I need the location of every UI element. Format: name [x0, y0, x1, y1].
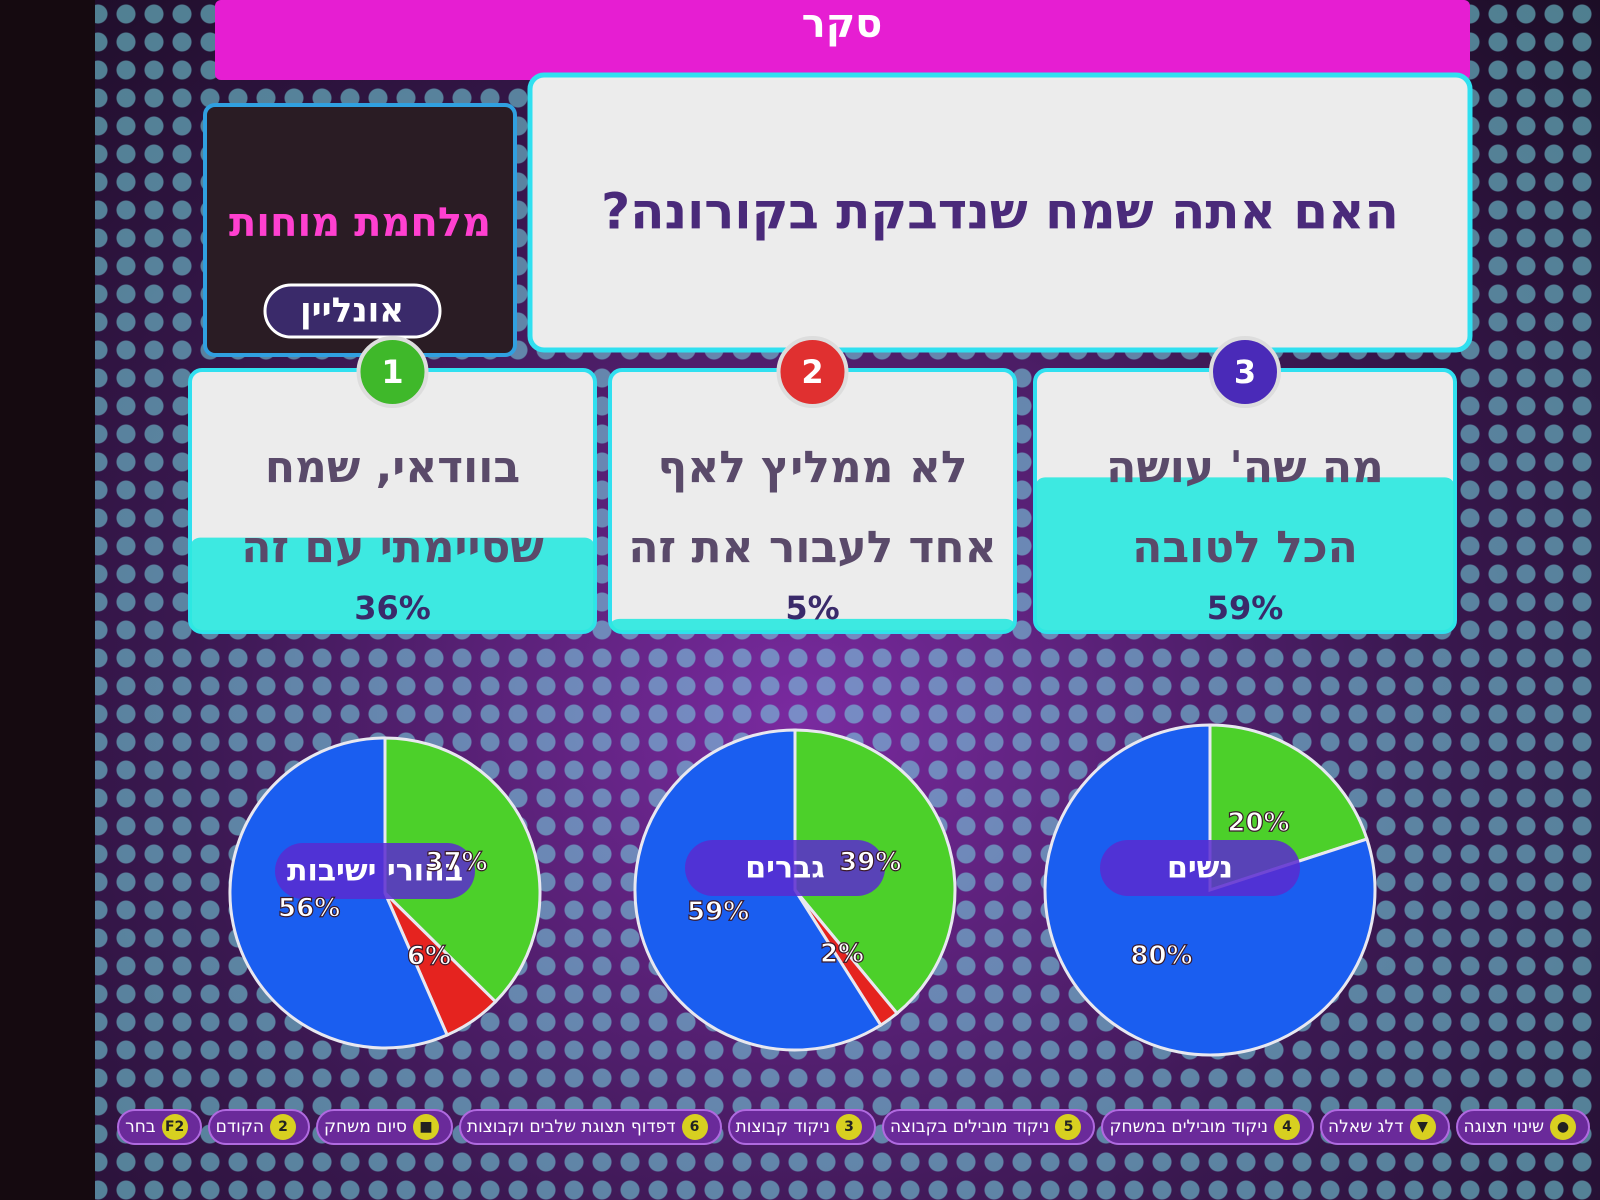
answer-text: מה שה' עושה	[1106, 442, 1384, 493]
toolbar-button[interactable]: 5 ניקוד מובילים בקבוצה	[881, 1109, 1096, 1145]
button-label: בחר	[125, 1117, 156, 1137]
answer-fill	[190, 537, 595, 632]
pie-slice	[1043, 723, 1377, 1057]
toolbar-button[interactable]: 3 ניקוד קבוצות	[727, 1109, 876, 1145]
toolbar-button[interactable]: ▼ דלג שאלה	[1319, 1109, 1450, 1145]
key-badge: 2	[270, 1114, 296, 1140]
question-box	[527, 72, 1473, 353]
key-badge: ■	[412, 1114, 439, 1140]
pie-title-pill	[1100, 840, 1300, 896]
pie-value-label: 2%	[820, 939, 864, 969]
answer-percent: 5%	[785, 589, 839, 627]
answer-number: 1	[381, 353, 403, 391]
pie-value-label: 20%	[1227, 808, 1289, 838]
pie-title: בחורי ישיבות	[287, 854, 463, 889]
answer-text: לא ממליץ לאף	[658, 442, 968, 493]
button-label: ניקוד מובילים בקבוצה	[889, 1117, 1050, 1137]
answer-badge	[776, 336, 849, 408]
answer-number: 2	[801, 353, 823, 391]
button-label: דלג שאלה	[1327, 1117, 1404, 1137]
answer-percent: 59%	[1207, 589, 1284, 627]
answer-percent: 36%	[354, 589, 431, 627]
answer-fill	[1035, 477, 1455, 632]
toolbar-button[interactable]: F2 בחר	[117, 1109, 202, 1145]
button-label: סיום משחק	[324, 1117, 407, 1137]
pie-value-label: 56%	[278, 893, 340, 923]
button-label: ניקוד קבוצות	[735, 1117, 830, 1137]
answer-text: בוודאי, שמח	[265, 442, 520, 493]
screen-frame	[0, 0, 95, 1200]
button-label: ניקוד מובילים במשחק	[1109, 1117, 1268, 1137]
key-badge: ▼	[1409, 1114, 1436, 1140]
pie-value-label: 59%	[687, 897, 749, 927]
answer-badge	[1209, 336, 1281, 408]
button-label: דפדוף תצוגת שלבים וקבוצות	[466, 1117, 676, 1137]
question-text: האם אתה שמח שנדבקת בקורונה?	[601, 183, 1399, 241]
toolbar-button[interactable]: 2 הקודם	[207, 1109, 310, 1145]
key-badge: 4	[1273, 1114, 1300, 1140]
key-badge: ●	[1550, 1114, 1576, 1140]
pie-title-pill	[275, 843, 475, 899]
toolbar: ● שינוי תצוגה ▼ דלג שאלה 4 ניקוד מובילים במשח…	[10, 1104, 1590, 1150]
answer-badge	[356, 336, 429, 408]
pie-title: נשים	[1167, 851, 1233, 886]
header-bar	[215, 0, 1470, 80]
toolbar-button[interactable]: 4 ניקוד מובילים במשחק	[1101, 1109, 1314, 1145]
pie-title-pill	[685, 840, 885, 896]
pie-value-label: 80%	[1130, 941, 1192, 971]
answer-text: אחד לעבור את זה	[628, 522, 996, 573]
answer-fill	[610, 618, 1015, 632]
logo-title: מלחמת מוחות	[229, 200, 491, 246]
pie-value-label: 37%	[425, 848, 487, 878]
pie-value-label: 6%	[407, 941, 451, 971]
pie-value-label: 39%	[839, 847, 901, 877]
toolbar-button[interactable]: 6 דפדוף תצוגת שלבים וקבוצות	[458, 1109, 722, 1145]
header-title: סקר	[802, 1, 883, 47]
answer-number: 3	[1234, 353, 1256, 391]
pie-title: גברים	[745, 851, 824, 886]
answer-text: שסיימתי עם זה	[241, 522, 543, 573]
logo-pill	[263, 283, 442, 339]
answer-text: הכל לטובה	[1132, 522, 1358, 573]
key-badge: 6	[681, 1114, 708, 1140]
button-label: הקודם	[215, 1117, 264, 1137]
button-label: שינוי תצוגה	[1463, 1117, 1545, 1137]
toolbar-button[interactable]: ■ סיום משחק	[316, 1109, 453, 1145]
key-badge: F2	[161, 1114, 188, 1140]
key-badge: 3	[835, 1114, 862, 1140]
toolbar-button[interactable]: ● שינוי תצוגה	[1455, 1109, 1590, 1145]
key-badge: 5	[1055, 1114, 1082, 1140]
logo-subtitle: אונליין	[300, 291, 404, 331]
